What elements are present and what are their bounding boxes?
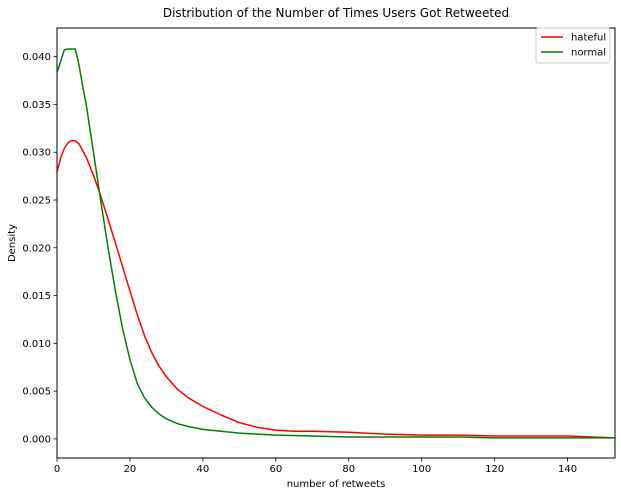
y-tick-label: 0.000 <box>22 434 51 445</box>
y-tick-label: 0.040 <box>22 52 51 63</box>
series-line-hateful <box>57 140 615 439</box>
series-layer <box>57 48 615 439</box>
x-axis: 0 20 40 60 80 100 120 140 <box>54 458 577 475</box>
y-tick-label: 0.035 <box>22 100 51 111</box>
series-line-normal <box>57 48 615 439</box>
x-tick-label: 140 <box>558 464 577 475</box>
legend-label-hateful: hateful <box>571 33 606 44</box>
legend: hateful normal <box>535 27 611 64</box>
y-tick-label: 0.030 <box>22 148 51 159</box>
x-tick-label: 80 <box>342 464 355 475</box>
legend-label-normal: normal <box>571 48 606 59</box>
x-tick-label: 0 <box>54 464 60 475</box>
y-tick-label: 0.020 <box>22 243 51 254</box>
y-tick-label: 0.010 <box>22 339 51 350</box>
x-tick-label: 20 <box>124 464 137 475</box>
y-axis-label: Density <box>7 224 18 262</box>
x-tick-label: 60 <box>269 464 282 475</box>
plot-area <box>56 27 616 459</box>
y-tick-label: 0.005 <box>22 387 51 398</box>
chart-title: Distribution of the Number of Times User… <box>163 6 509 20</box>
x-axis-label: number of retweets <box>287 479 386 490</box>
y-axis: 0.000 0.005 0.010 0.015 0.020 0.025 0.030 0.035… <box>22 52 57 445</box>
x-tick-label: 100 <box>412 464 431 475</box>
y-tick-label: 0.015 <box>22 291 51 302</box>
y-tick-label: 0.025 <box>22 196 51 207</box>
x-tick-label: 120 <box>485 464 504 475</box>
x-tick-label: 40 <box>197 464 210 475</box>
